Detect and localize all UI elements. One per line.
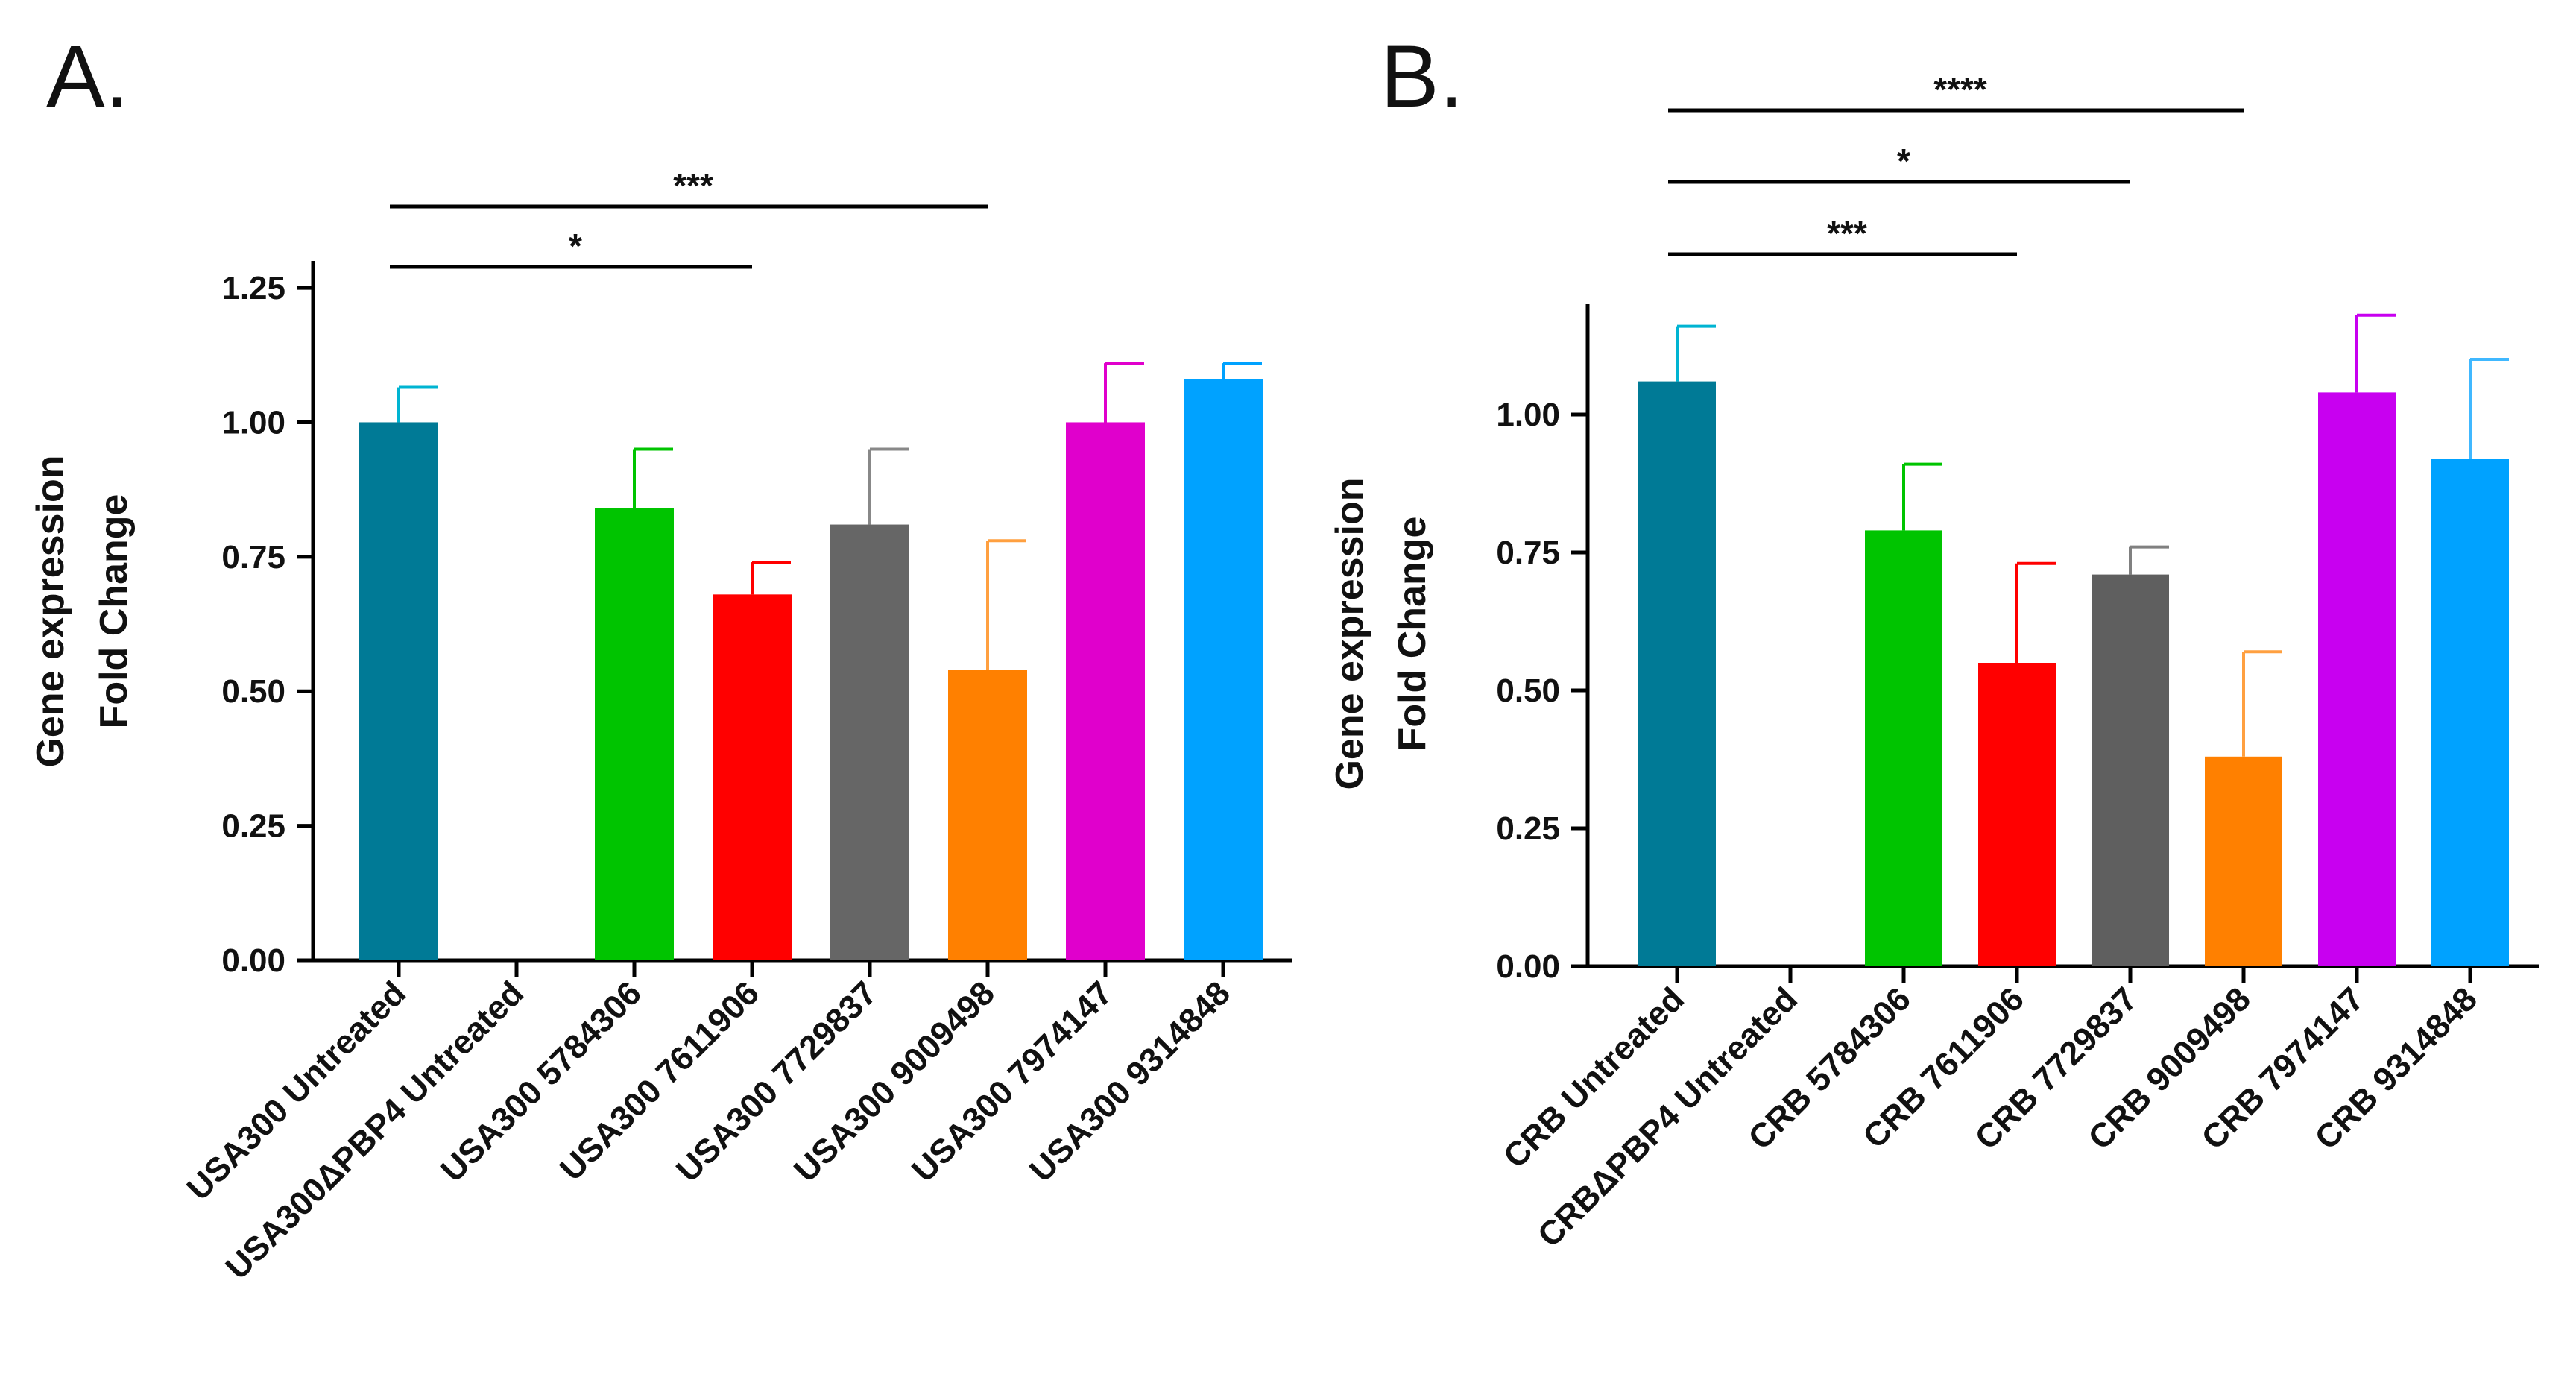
y-tick-label: 1.00 — [221, 404, 285, 441]
x-tick-label: USA300 9314848 — [1022, 974, 1237, 1189]
x-tick-label: USA300 Untreated — [179, 974, 413, 1208]
bar — [1865, 530, 1942, 966]
y-tick-label: 0.75 — [1496, 535, 1560, 571]
bar — [359, 422, 438, 960]
bar — [2431, 459, 2509, 966]
panel-b: B. Gene expression Fold Change 0.00 0.25 0.50… — [1328, 28, 2539, 1254]
bar — [948, 670, 1027, 960]
bar — [2318, 392, 2396, 966]
x-tick-label: USA300 7729837 — [669, 974, 884, 1189]
bar — [830, 524, 909, 960]
y-tick-label: 0.00 — [221, 942, 285, 979]
y-tick-label: 0.50 — [1496, 672, 1560, 709]
y-tick-label: 0.50 — [221, 673, 285, 710]
bar — [2205, 756, 2282, 966]
y-tick-label: 0.25 — [221, 808, 285, 845]
y-tick-label: 0.00 — [1496, 948, 1560, 985]
bar — [2092, 574, 2169, 966]
bar — [1638, 381, 1716, 967]
significance-label: *** — [1827, 214, 1867, 253]
significance-label: *** — [673, 166, 713, 205]
bar — [1066, 422, 1145, 960]
panel-a: A. Gene expression Fold Change 0.00 0.25 0.50… — [29, 28, 1292, 1287]
bar — [1184, 379, 1263, 960]
bar — [595, 508, 674, 960]
bar — [713, 594, 792, 960]
y-tick-label: 1.00 — [1496, 397, 1560, 433]
y-tick-label: 0.75 — [221, 539, 285, 576]
y-tick-label: 0.25 — [1496, 810, 1560, 847]
x-tick-label: USA300 9009498 — [786, 974, 1002, 1189]
bar — [1978, 663, 2056, 966]
y-axis-label: Fold Change — [1391, 517, 1434, 752]
y-tick-label: 1.25 — [221, 270, 285, 306]
y-axis-label: Gene expression — [29, 455, 72, 767]
x-tick-label: USA300 7974147 — [904, 974, 1120, 1189]
significance-label: * — [569, 227, 582, 265]
significance-label: **** — [1933, 70, 1987, 109]
y-axis-label: Gene expression — [1328, 477, 1371, 790]
y-axis-label: Fold Change — [92, 494, 136, 729]
significance-label: * — [1897, 142, 1910, 180]
panel-label: A. — [46, 28, 130, 126]
x-tick-label: USA300 7611906 — [552, 974, 766, 1188]
panel-label: B. — [1380, 28, 1464, 126]
x-tick-label: USA300 5784306 — [433, 974, 648, 1189]
